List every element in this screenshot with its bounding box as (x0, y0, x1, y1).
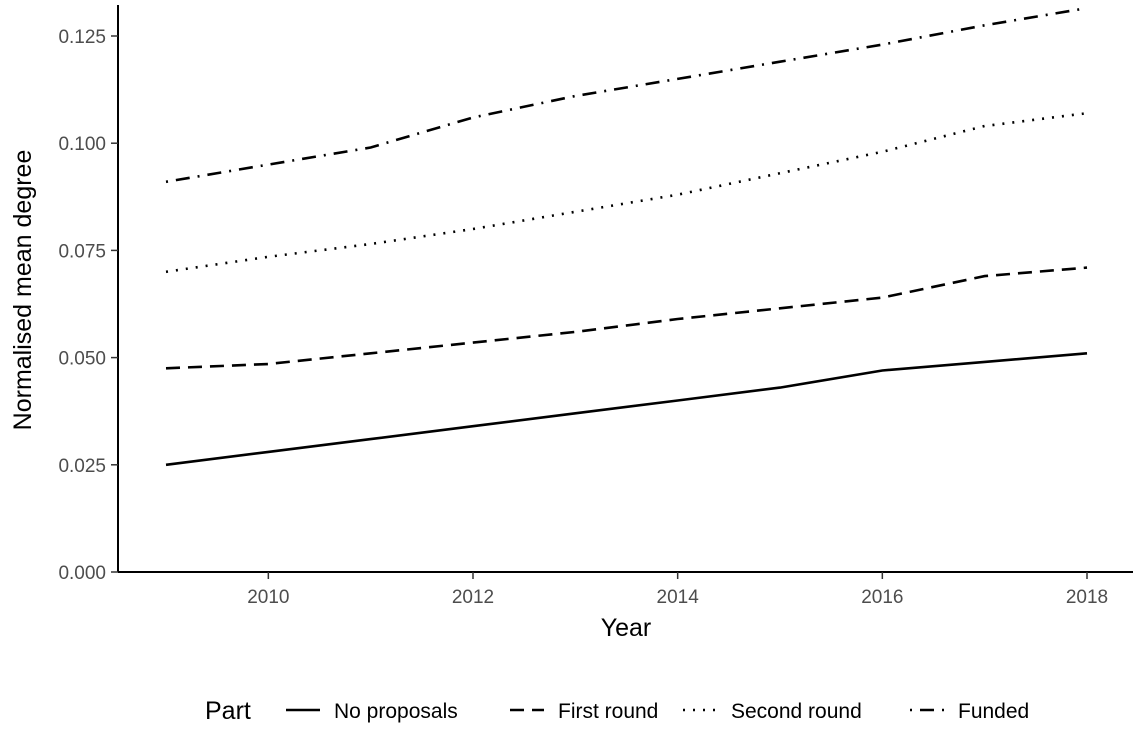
x-tick-label: 2016 (861, 587, 903, 608)
x-tick-label: 2014 (657, 587, 700, 608)
legend-label: No proposals (334, 700, 458, 723)
y-tick-label: 0.025 (58, 456, 106, 477)
x-axis: 2010 2012 2014 2016 2018 (118, 571, 1133, 608)
legend: Part No proposals First round Second round… (205, 697, 1029, 725)
y-tick-label: 0.100 (58, 134, 106, 155)
y-axis: 0.000 0.025 0.050 0.075 0.100 0.125 (58, 5, 119, 584)
legend-label: Funded (958, 700, 1029, 723)
x-tick-label: 2018 (1066, 587, 1108, 608)
y-axis-title: Normalised mean degree (9, 150, 37, 431)
x-axis-title: Year (601, 614, 652, 642)
y-tick-label: 0.050 (58, 349, 106, 370)
x-tick-label: 2012 (452, 587, 494, 608)
legend-title: Part (205, 697, 251, 725)
legend-label: Second round (731, 700, 862, 723)
y-tick-label: 0.075 (58, 241, 106, 262)
legend-label: First round (558, 700, 658, 723)
y-tick-label: 0.125 (58, 27, 106, 48)
series-line-first-round (165, 266, 1088, 370)
y-tick-label: 0.000 (58, 563, 106, 584)
series-line-second-round (165, 111, 1088, 274)
series-line-funded (165, 6, 1088, 184)
series-line-no-proposals (165, 352, 1088, 467)
x-tick-label: 2010 (247, 587, 289, 608)
plot-area (165, 6, 1088, 467)
